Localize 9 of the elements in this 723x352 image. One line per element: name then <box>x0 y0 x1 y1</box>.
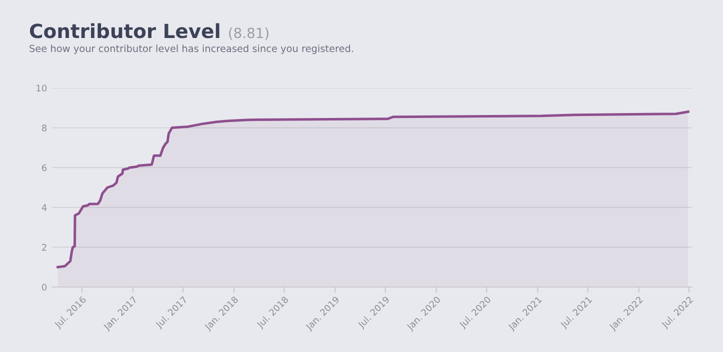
y-tick-label: 6 <box>42 164 47 172</box>
y-tick-label: 2 <box>42 244 46 251</box>
chart-subtitle: See how your contributor level has increased since you registered. <box>30 44 353 54</box>
y-tick-label: 0 <box>42 284 47 291</box>
chart-title: Contributor Level <box>30 23 220 38</box>
y-tick-label: 10 <box>36 84 47 92</box>
y-tick-label: 8 <box>42 124 47 132</box>
y-tick-label: 4 <box>42 204 47 211</box>
text: (8.81) <box>229 27 268 40</box>
